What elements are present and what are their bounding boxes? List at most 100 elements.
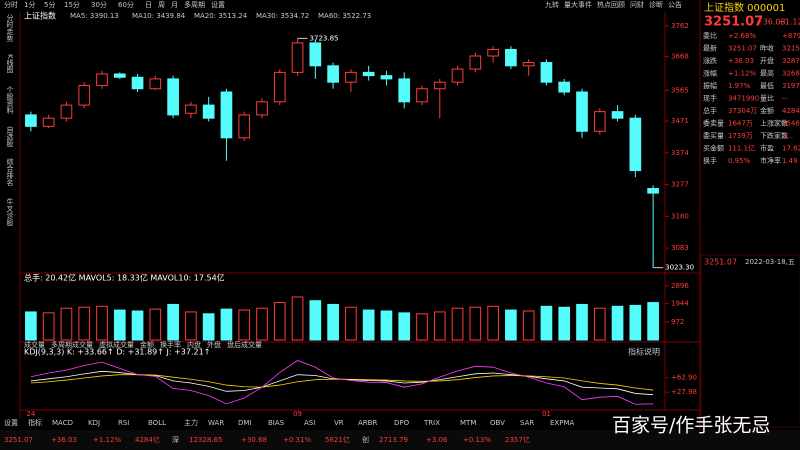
volume-bar <box>327 303 339 341</box>
indicator-tab[interactable]: RSI <box>118 419 129 427</box>
side-tab[interactable]: 牛叉诊股 <box>6 197 14 227</box>
y-tick-label: 1944 <box>671 300 689 308</box>
indicator-tab[interactable]: TRIX <box>423 419 440 427</box>
period-tab[interactable]: 5分 <box>44 0 55 9</box>
indicator-tab[interactable]: EXPMA <box>550 419 574 427</box>
panel-tab[interactable]: 内盘 <box>187 340 201 349</box>
candle-body <box>167 78 179 116</box>
period-tab[interactable]: 1分 <box>24 0 35 9</box>
annotation: 3023.30 <box>665 264 694 272</box>
indicator-tab[interactable]: MTM <box>460 419 476 427</box>
volume-bar <box>202 313 215 341</box>
candle-body <box>380 75 393 80</box>
tool-button[interactable]: 九转 <box>545 0 559 9</box>
period-tab[interactable]: 15分 <box>64 0 80 9</box>
indicator-tab[interactable]: DMI <box>238 419 252 427</box>
ma-label: MA30: 3534.72 <box>256 12 309 20</box>
indicator-tab[interactable]: SAR <box>520 419 534 427</box>
quote-cell: 市净率 <box>760 156 781 165</box>
y-tick-label: +27.98 <box>671 388 697 396</box>
candle-body <box>416 88 428 103</box>
period-tab[interactable]: 设置 <box>211 0 225 9</box>
volume-bar <box>487 305 499 341</box>
candle-body <box>558 81 571 93</box>
panel-tab[interactable]: 虚拟成交量 <box>99 340 134 349</box>
period-tab[interactable]: 多周期 <box>184 0 205 9</box>
status-item: +30.68 <box>241 436 267 444</box>
indicator-tab[interactable]: WAR <box>208 419 224 427</box>
side-tab[interactable]: K线图 <box>6 54 14 74</box>
quote-cell: 量比 <box>760 94 774 103</box>
period-tab[interactable]: 分时 <box>4 0 18 9</box>
indicator-tab[interactable]: BOLL <box>148 419 166 427</box>
panel-tab[interactable]: 盘后成交量 <box>227 340 262 349</box>
period-tab[interactable]: 月 <box>171 1 178 9</box>
panel-tab[interactable]: 成交量 <box>24 340 45 349</box>
x-tick-label: 09 <box>293 410 302 418</box>
tool-button[interactable]: 热点回顾 <box>597 0 625 9</box>
period-tab[interactable]: 日 <box>145 1 152 9</box>
side-tab[interactable]: 自选股 <box>6 125 14 148</box>
side-tab[interactable]: 个股资料 <box>6 86 14 115</box>
indicator-tab[interactable]: KDJ <box>88 419 100 427</box>
tool-button[interactable]: 问财 <box>630 0 644 9</box>
indicator-tab[interactable]: 指标 <box>28 418 42 427</box>
y-tick-label: 2896 <box>671 282 689 290</box>
tool-button[interactable]: 诊断 <box>649 0 663 9</box>
panel-tab[interactable]: 换手率 <box>160 340 181 349</box>
indicator-tab[interactable]: 设置 <box>4 418 18 427</box>
indicator-tab[interactable]: MACD <box>52 419 73 427</box>
y-tick-label: 3374 <box>671 149 689 157</box>
indicator-tab[interactable]: VR <box>334 419 344 427</box>
quote-cell: 最高 <box>760 69 774 78</box>
candle-body <box>487 48 499 57</box>
status-item: 2713.79 <box>379 436 408 444</box>
mini-price: 3251.07 <box>704 258 737 267</box>
candle-body <box>202 104 215 119</box>
indicator-tab[interactable]: ASI <box>304 419 315 427</box>
tool-button[interactable]: 量大事件 <box>564 0 592 9</box>
status-item: 12328.65 <box>189 436 222 444</box>
side-tab[interactable]: 综合排名 <box>6 157 14 187</box>
watermark: 百家号/作手张无忌 <box>612 415 770 437</box>
period-tab[interactable]: 30分 <box>91 0 107 9</box>
candle-body <box>362 71 375 77</box>
quote-price: 3251.07 <box>704 15 763 30</box>
quote-cell: 0.95% <box>728 157 751 165</box>
status-item: +36.03 <box>51 436 77 444</box>
status-item: +1.12% <box>93 436 121 444</box>
indicator-tab[interactable]: ARBR <box>358 419 377 427</box>
quote-cell: 昨收 <box>760 44 774 53</box>
indicator-tab[interactable]: 主力 <box>184 418 198 427</box>
ma-label: MA10: 3439.84 <box>132 12 186 20</box>
quote-cell: 现手 <box>703 94 717 103</box>
quote-cell: 开盘 <box>760 56 774 65</box>
volume-bar <box>78 306 91 341</box>
candle-body <box>398 78 411 103</box>
indicator-tab[interactable]: OBV <box>490 419 505 427</box>
panel-tab[interactable]: 金额 <box>140 340 154 349</box>
candle-body <box>60 104 73 119</box>
quote-cell: 1739万 <box>728 132 753 140</box>
volume-bar <box>60 307 73 341</box>
volume-bar <box>576 303 588 341</box>
indicator-tab[interactable]: BIAS <box>268 419 285 427</box>
panel-tab[interactable]: 外盘 <box>207 340 221 349</box>
period-tab[interactable]: 周 <box>158 1 165 9</box>
indicator-tab[interactable]: DPO <box>394 419 410 427</box>
volume-bar <box>522 310 535 341</box>
quote-cell: 3197.38 <box>782 82 800 90</box>
tool-button[interactable]: 公告 <box>668 0 682 9</box>
side-tab[interactable]: 分时走势 <box>6 13 14 43</box>
candle-body <box>42 117 55 127</box>
status-item: +3.06 <box>426 436 448 444</box>
annotation: 3723.85 <box>310 34 339 42</box>
candle-body <box>291 42 304 73</box>
candle-body <box>629 117 642 172</box>
quote-cell: 换手 <box>703 156 717 165</box>
period-tab[interactable]: 60分 <box>118 0 134 9</box>
ma-label: MA5: 3390.13 <box>70 12 119 20</box>
panel-tab[interactable]: 多周期成交量 <box>51 340 93 349</box>
quote-cell: 金额 <box>760 106 774 115</box>
